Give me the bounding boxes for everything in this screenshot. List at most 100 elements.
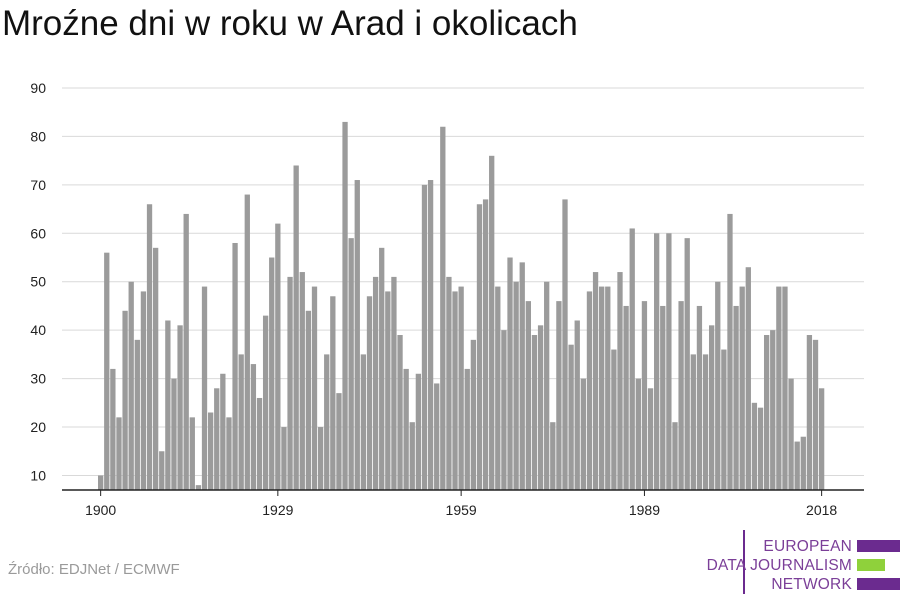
bar-1944 xyxy=(366,296,373,490)
bar-1911 xyxy=(165,320,171,490)
bar-1949 xyxy=(397,335,403,490)
bar-1965 xyxy=(495,286,501,490)
bar-2000 xyxy=(709,325,715,490)
bar-1988 xyxy=(635,378,641,490)
bar-1990 xyxy=(647,388,654,490)
y-tick-label: 30 xyxy=(30,371,46,387)
bar-2006 xyxy=(745,267,751,490)
bar-1916 xyxy=(195,485,202,490)
bar-1997 xyxy=(690,354,696,490)
bar-1930 xyxy=(281,427,287,490)
bar-2003 xyxy=(727,213,733,490)
bar-1925 xyxy=(250,364,257,490)
bar-1938 xyxy=(330,296,336,490)
bar-1998 xyxy=(696,305,703,490)
bar-1927 xyxy=(262,315,269,490)
bar-1953 xyxy=(421,184,428,490)
bar-1995 xyxy=(678,301,684,490)
y-tick-label: 70 xyxy=(30,177,46,193)
y-tick-label: 10 xyxy=(30,467,46,483)
bar-1971 xyxy=(531,335,538,490)
bar-1932 xyxy=(293,165,299,491)
bar-2001 xyxy=(715,281,721,490)
bar-1984 xyxy=(611,349,617,490)
bar-1920 xyxy=(220,373,226,490)
bar-1980 xyxy=(586,291,593,490)
x-tick-label: 2018 xyxy=(806,502,837,518)
bar-2008 xyxy=(757,407,764,490)
bar-1940 xyxy=(342,121,348,490)
bar-1973 xyxy=(544,281,550,490)
bar-1975 xyxy=(556,301,562,490)
bars xyxy=(98,121,825,491)
bar-1958 xyxy=(452,291,458,490)
bar-1921 xyxy=(226,417,232,490)
bar-1933 xyxy=(299,272,305,490)
chart-title: Mroźne dni w roku w Arad i okolicach xyxy=(2,4,578,43)
bar-1966 xyxy=(501,330,507,490)
bar-1961 xyxy=(470,339,477,490)
bar-2017 xyxy=(812,339,819,490)
bar-1994 xyxy=(672,422,678,490)
bar-2007 xyxy=(751,402,758,490)
bar-1993 xyxy=(666,233,672,490)
logo-line-3: NETWORK xyxy=(771,576,852,593)
bar-2012 xyxy=(782,286,788,490)
edjnet-logo: EUROPEAN DATA JOURNALISM NETWORK xyxy=(700,530,900,600)
bar-2013 xyxy=(788,378,794,490)
bar-1946 xyxy=(379,247,385,490)
bar-1913 xyxy=(177,325,183,490)
bar-1999 xyxy=(702,354,709,490)
bar-1907 xyxy=(140,291,147,490)
bar-2014 xyxy=(794,441,800,490)
bar-1934 xyxy=(305,310,312,490)
bar-1906 xyxy=(134,339,140,490)
bar-1923 xyxy=(238,354,244,490)
bar-1996 xyxy=(684,238,690,490)
bar-1924 xyxy=(244,194,250,491)
bar-2004 xyxy=(733,305,739,490)
bar-2016 xyxy=(806,335,813,490)
bar-1982 xyxy=(599,286,605,490)
bar-1969 xyxy=(519,262,525,490)
bar-1981 xyxy=(592,272,599,490)
x-tick-label: 1900 xyxy=(85,502,116,518)
logo-line-2: DATA JOURNALISM xyxy=(706,557,852,574)
bar-1937 xyxy=(324,354,330,490)
bar-1912 xyxy=(171,378,177,490)
bar-1978 xyxy=(574,320,580,490)
bar-1900 xyxy=(98,475,104,490)
bar-1963 xyxy=(482,199,489,490)
x-tick-label: 1959 xyxy=(446,502,477,518)
bar-1947 xyxy=(385,291,391,490)
bar-1974 xyxy=(550,422,556,490)
logo-bar-1 xyxy=(857,540,900,552)
y-tick-label: 80 xyxy=(30,128,46,144)
bar-1910 xyxy=(159,451,165,490)
bar-1989 xyxy=(641,301,648,490)
bar-1967 xyxy=(507,257,513,490)
bar-2011 xyxy=(776,286,782,490)
bar-1959 xyxy=(458,286,464,490)
bar-2002 xyxy=(721,349,727,490)
logo-bar-2 xyxy=(857,559,885,571)
bar-1901 xyxy=(104,252,110,490)
bar-1929 xyxy=(275,223,281,491)
x-tick-label: 1929 xyxy=(262,502,293,518)
bar-1903 xyxy=(116,417,122,490)
y-tick-label: 90 xyxy=(30,80,46,96)
bar-1945 xyxy=(372,276,379,490)
bar-1972 xyxy=(537,325,544,490)
bar-1939 xyxy=(336,393,342,490)
bar-1908 xyxy=(146,204,153,490)
bar-1914 xyxy=(183,213,189,490)
bar-2010 xyxy=(770,330,776,490)
bar-1922 xyxy=(232,242,238,490)
logo-bar-3 xyxy=(857,578,900,590)
bar-1909 xyxy=(152,247,159,490)
bar-1960 xyxy=(464,368,470,490)
bar-1952 xyxy=(415,373,422,490)
bar-1954 xyxy=(427,180,434,490)
bar-2018 xyxy=(818,388,825,490)
